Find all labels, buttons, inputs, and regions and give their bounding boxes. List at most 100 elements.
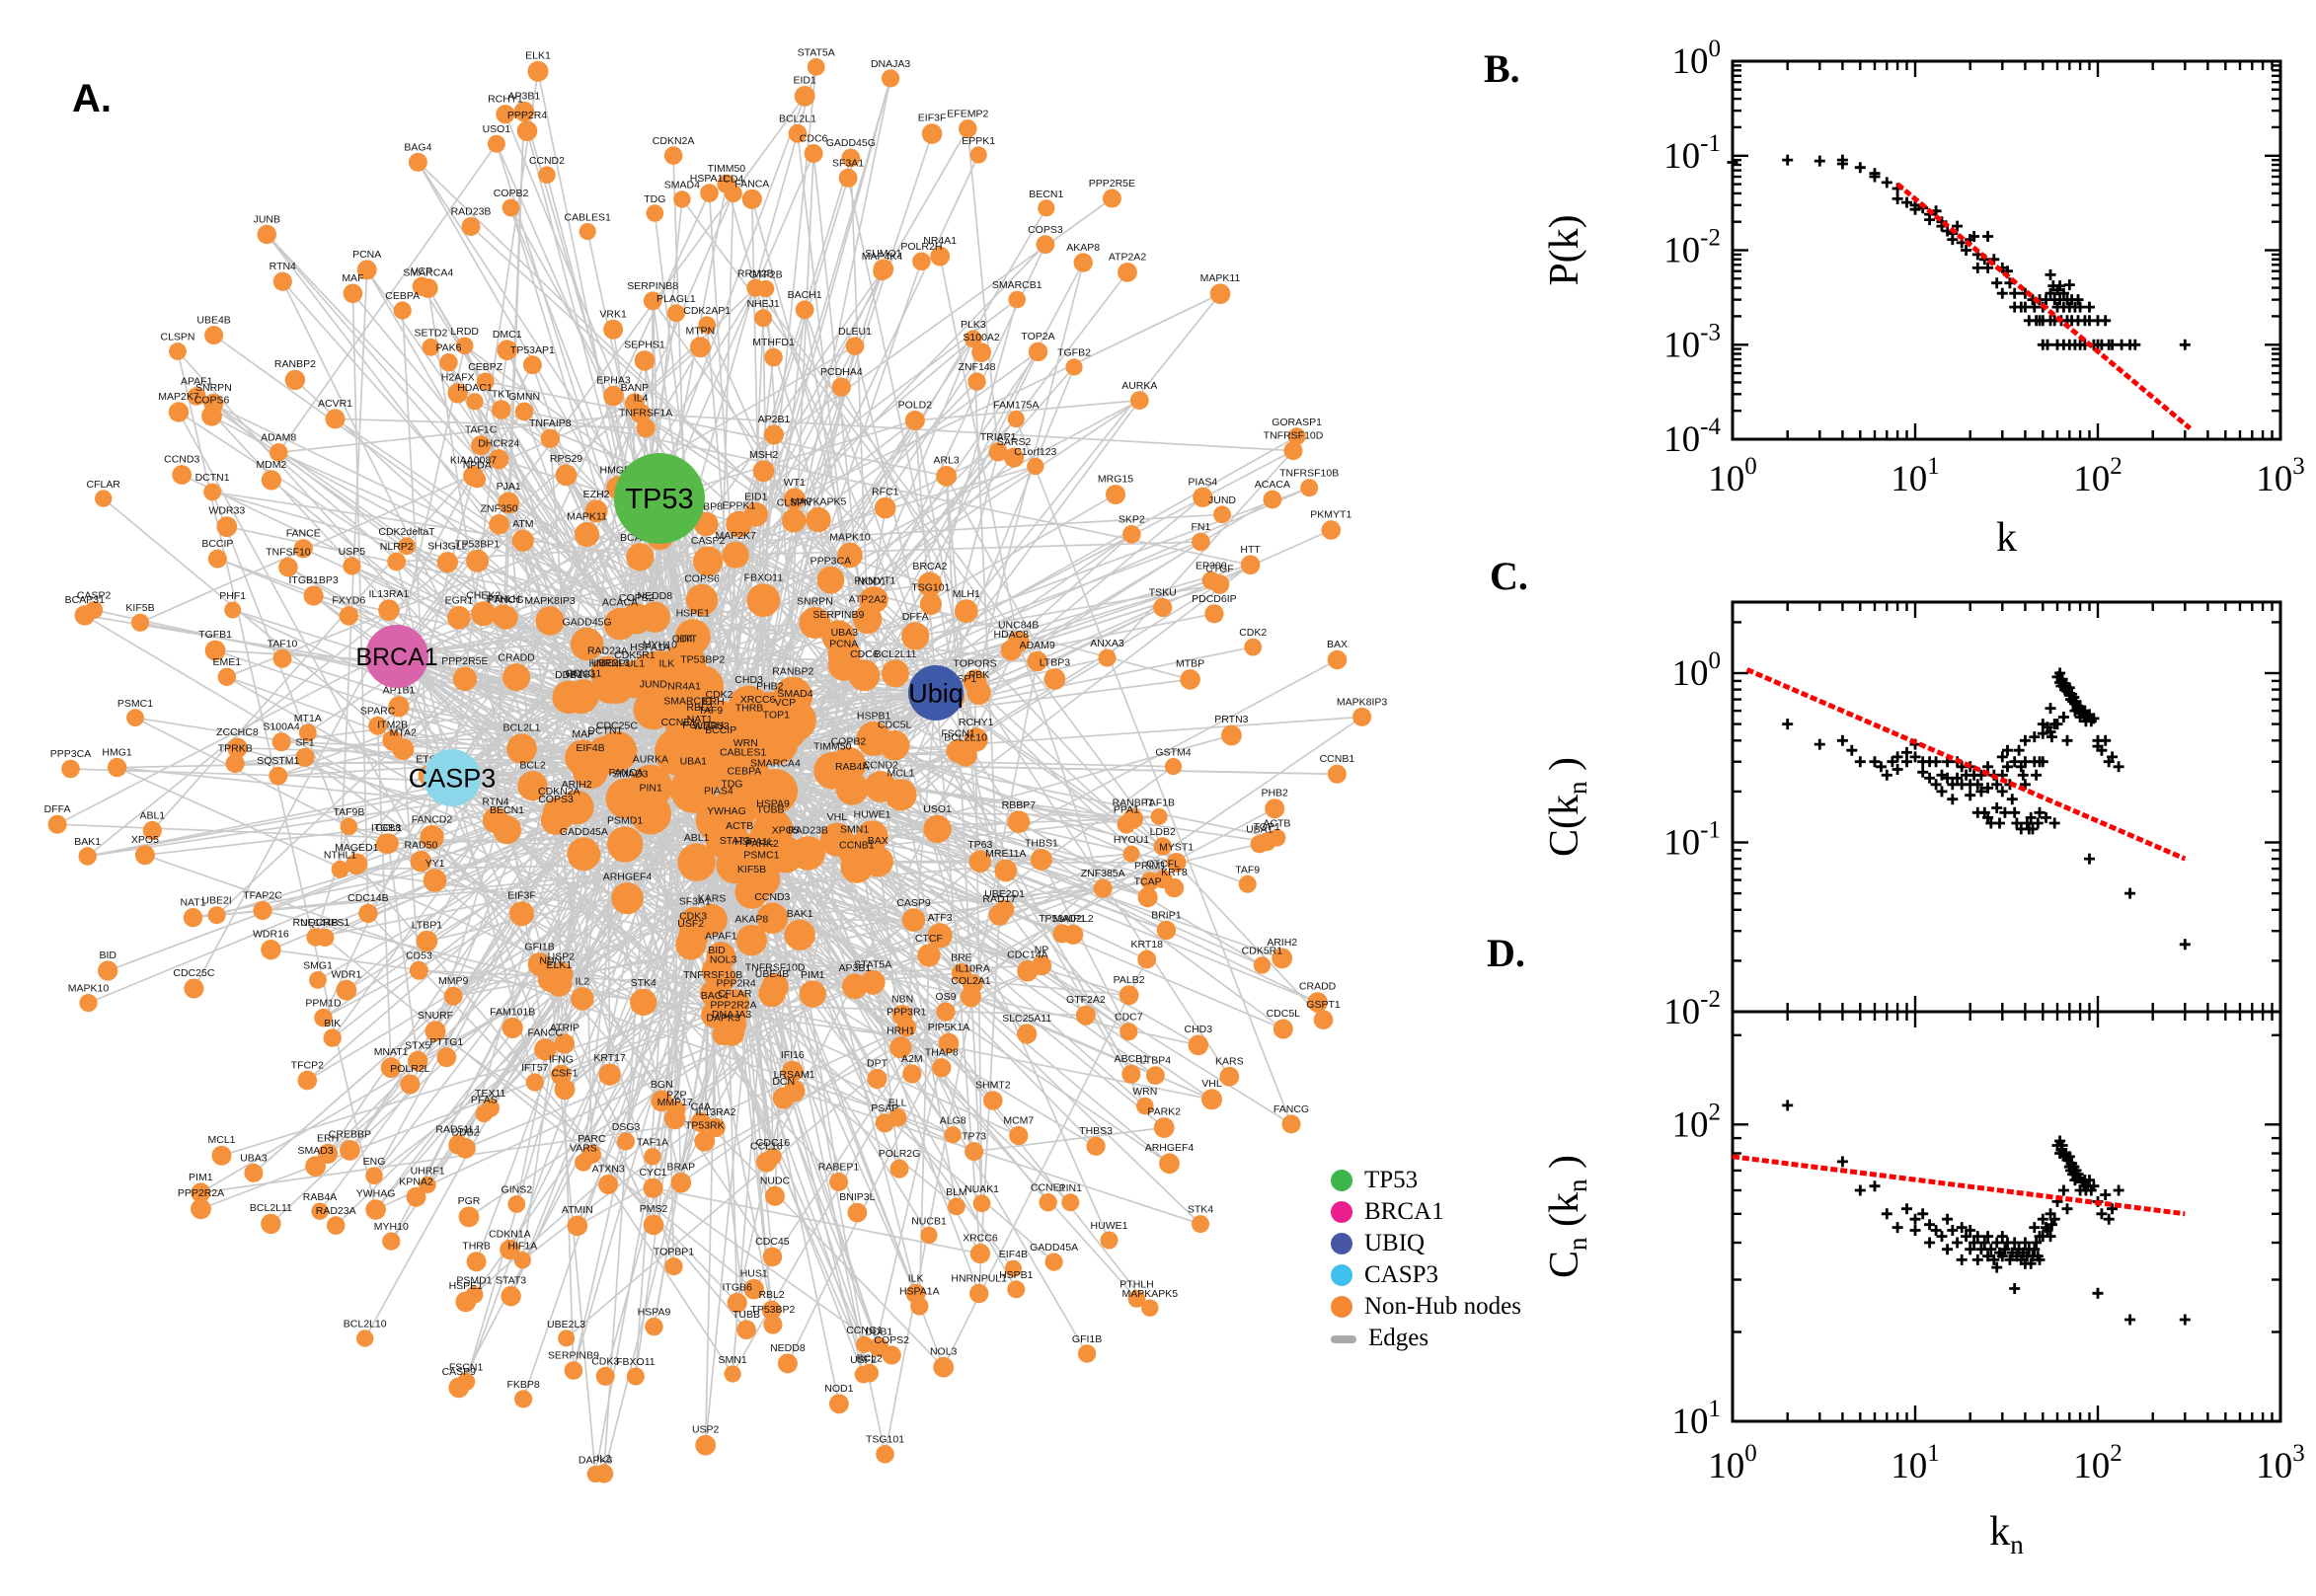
panel-d-label: D. xyxy=(1487,930,1525,976)
svg-text:PAK6: PAK6 xyxy=(435,342,461,354)
svg-text:MAPKAPK5: MAPKAPK5 xyxy=(791,495,847,507)
svg-text:TFCP2: TFCP2 xyxy=(291,1059,324,1071)
svg-text:COL2A1: COL2A1 xyxy=(951,975,990,987)
svg-text:PPP2R4: PPP2R4 xyxy=(507,110,547,121)
svg-text:PGR: PGR xyxy=(458,1195,481,1207)
svg-text:SMARCA4: SMARCA4 xyxy=(750,758,801,770)
svg-text:GFI1B: GFI1B xyxy=(1072,1333,1102,1345)
svg-text:ARHGEF4: ARHGEF4 xyxy=(603,871,653,882)
svg-text:TOPBP1: TOPBP1 xyxy=(654,1247,694,1258)
svg-text:PJA1: PJA1 xyxy=(497,481,521,493)
svg-text:PARK2: PARK2 xyxy=(745,838,779,850)
svg-text:ILK: ILK xyxy=(908,1272,924,1284)
svg-text:MCL1: MCL1 xyxy=(887,768,914,780)
svg-text:YWHAG: YWHAG xyxy=(707,805,746,817)
svg-text:ACVR1: ACVR1 xyxy=(318,398,352,410)
svg-text:PSMC1: PSMC1 xyxy=(117,698,153,710)
svg-text:SNURF: SNURF xyxy=(418,1010,453,1022)
svg-text:PKMYT1: PKMYT1 xyxy=(1310,509,1351,521)
svg-text:ATM: ATM xyxy=(512,518,533,530)
svg-text:MAPKAPK5: MAPKAPK5 xyxy=(1121,1288,1178,1300)
svg-text:APAF1: APAF1 xyxy=(181,376,213,388)
svg-text:102: 102 xyxy=(2073,1440,2123,1486)
svg-text:100: 100 xyxy=(1672,36,1722,82)
svg-text:CRADD: CRADD xyxy=(1299,981,1337,993)
svg-text:UBE2L3: UBE2L3 xyxy=(547,1319,585,1330)
hub-node-ubiq: Ubiq xyxy=(908,665,964,721)
svg-text:FANCE: FANCE xyxy=(286,528,321,540)
svg-text:SMN1: SMN1 xyxy=(840,823,869,835)
svg-text:TP53: TP53 xyxy=(625,484,693,515)
svg-text:10-2: 10-2 xyxy=(1663,225,1721,271)
svg-text:101: 101 xyxy=(1891,1440,1940,1486)
svg-text:USP5: USP5 xyxy=(339,546,366,558)
svg-text:SUMO1: SUMO1 xyxy=(865,248,902,260)
svg-text:NR4A1: NR4A1 xyxy=(923,235,957,247)
svg-text:POLR2G: POLR2G xyxy=(879,1148,921,1160)
svg-text:CTCF: CTCF xyxy=(915,933,943,945)
svg-text:DLEU1: DLEU1 xyxy=(838,326,872,338)
svg-text:ALG8: ALG8 xyxy=(940,1115,966,1127)
svg-text:CASP9: CASP9 xyxy=(442,1366,477,1378)
svg-text:ADAM9: ADAM9 xyxy=(1020,640,1055,651)
svg-text:MAF: MAF xyxy=(572,728,593,740)
svg-text:WDR16: WDR16 xyxy=(253,929,289,941)
svg-text:PIM1: PIM1 xyxy=(189,1172,213,1183)
svg-text:CDC5L: CDC5L xyxy=(1267,1008,1301,1020)
svg-text:TAF9: TAF9 xyxy=(1235,864,1260,875)
legend-item-nonhub: Non-Hub nodes xyxy=(1331,1291,1521,1323)
svg-text:EID1: EID1 xyxy=(744,492,768,503)
svg-text:RPS29: RPS29 xyxy=(550,453,582,465)
svg-text:GADD45G: GADD45G xyxy=(826,137,876,149)
svg-text:ATF3: ATF3 xyxy=(928,912,953,924)
svg-text:100: 100 xyxy=(1672,647,1722,694)
svg-text:NUDC: NUDC xyxy=(760,1175,791,1186)
svg-text:101: 101 xyxy=(1891,453,1940,499)
svg-text:10-4: 10-4 xyxy=(1663,414,1721,460)
svg-text:VARS: VARS xyxy=(570,1142,597,1154)
svg-text:TAF10: TAF10 xyxy=(268,638,298,649)
svg-text:EPPK1: EPPK1 xyxy=(962,135,995,147)
svg-text:DFFA: DFFA xyxy=(902,611,929,623)
svg-text:FANCC: FANCC xyxy=(528,1027,564,1039)
svg-text:DSG3: DSG3 xyxy=(612,1121,641,1133)
svg-text:ADAM8: ADAM8 xyxy=(261,432,296,444)
svg-text:BCL2: BCL2 xyxy=(519,760,545,772)
svg-text:ACACA: ACACA xyxy=(602,596,638,608)
svg-text:WDR1: WDR1 xyxy=(331,968,361,980)
svg-text:NOL3: NOL3 xyxy=(930,1345,958,1357)
svg-text:CASP3: CASP3 xyxy=(409,763,497,793)
svg-text:FBXO11: FBXO11 xyxy=(616,1356,656,1368)
svg-text:SEPHS1: SEPHS1 xyxy=(624,340,665,351)
svg-text:PSMC1: PSMC1 xyxy=(743,849,779,861)
svg-text:RCHY1: RCHY1 xyxy=(959,717,994,728)
svg-text:SMG1: SMG1 xyxy=(303,960,333,972)
svg-text:CCNE1: CCNE1 xyxy=(661,717,697,728)
svg-text:DCN: DCN xyxy=(772,1076,795,1088)
svg-text:102: 102 xyxy=(1672,1099,1722,1145)
svg-text:PIN1: PIN1 xyxy=(640,782,663,794)
svg-text:IL2: IL2 xyxy=(576,976,590,988)
svg-text:GMNN: GMNN xyxy=(508,391,540,403)
svg-text:RNF144B: RNF144B xyxy=(293,917,339,929)
svg-text:SNRPN: SNRPN xyxy=(797,596,833,608)
svg-text:WDR33: WDR33 xyxy=(208,505,245,517)
svg-text:XRCC6: XRCC6 xyxy=(740,694,776,706)
svg-text:TSG101: TSG101 xyxy=(911,581,950,593)
svg-text:PIM1: PIM1 xyxy=(801,969,825,981)
svg-text:DPT: DPT xyxy=(867,1058,888,1070)
svg-text:MAD2L2: MAD2L2 xyxy=(1053,913,1094,925)
svg-text:BID: BID xyxy=(99,950,116,961)
svg-text:GSTM4: GSTM4 xyxy=(1155,747,1191,759)
scatter-points xyxy=(1728,155,2191,350)
svg-text:ITM2B: ITM2B xyxy=(377,720,408,731)
svg-text:EIF4B: EIF4B xyxy=(576,742,604,754)
svg-text:TPRKB: TPRKB xyxy=(218,742,253,754)
svg-text:S100A2: S100A2 xyxy=(963,332,1000,343)
svg-text:THAP8: THAP8 xyxy=(925,1047,959,1059)
panel-c-label: C. xyxy=(1490,553,1528,599)
svg-text:EPHA3: EPHA3 xyxy=(596,374,631,386)
